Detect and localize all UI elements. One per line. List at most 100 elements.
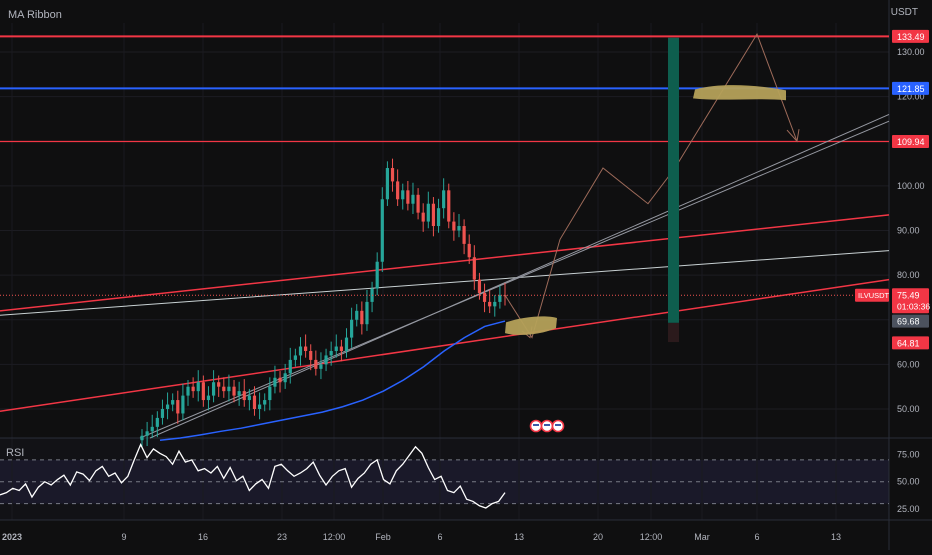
x-tick-label: 16 — [198, 532, 208, 542]
candle-body — [488, 301, 492, 307]
candle-body — [334, 346, 338, 351]
candle-body — [155, 417, 159, 427]
channel-line-a — [139, 120, 890, 439]
candle-body — [145, 431, 149, 436]
candle-body — [355, 310, 359, 320]
y-tick-label: 130.00 — [897, 47, 925, 57]
candle-body — [160, 408, 165, 418]
rsi-tick-label: 75.00 — [897, 449, 920, 459]
highlight-bar-tail — [668, 322, 679, 343]
x-tick-label: 2023 — [2, 532, 22, 542]
price-badge — [892, 336, 929, 350]
rsi-tick-label: 50.00 — [897, 477, 920, 487]
candle-body — [416, 194, 420, 213]
candle-body — [278, 377, 282, 383]
event-flag-icon-stripe — [544, 424, 550, 426]
candle-body — [309, 350, 313, 360]
candle-body — [421, 212, 425, 222]
forecast-arrowhead — [786, 129, 800, 143]
candle-body — [339, 346, 343, 351]
candle-body — [181, 395, 185, 414]
candle-body — [396, 181, 400, 200]
candle-body — [365, 301, 369, 325]
price-unit: USDT — [890, 7, 918, 18]
trend-line-upper — [0, 214, 890, 312]
price-badge — [892, 81, 929, 95]
candle-body — [232, 386, 236, 396]
candle-body — [401, 190, 405, 200]
indicator-title[interactable]: MA Ribbon — [8, 9, 62, 21]
candle-body — [442, 190, 446, 209]
symbol-badge-label: ILVUSDT — [858, 291, 890, 300]
price-badge — [892, 135, 929, 149]
candle-body — [447, 190, 451, 222]
rsi-tick-label: 25.00 — [897, 504, 920, 514]
highlight-bar — [668, 37, 679, 323]
candle-body — [304, 346, 308, 351]
candle-body — [360, 310, 364, 325]
x-tick-label: 13 — [831, 532, 841, 542]
x-tick-label: Mar — [694, 532, 710, 542]
x-tick-label: Feb — [375, 532, 391, 542]
x-tick-label: 12:00 — [640, 532, 663, 542]
candle-body — [324, 355, 328, 365]
candle-body — [385, 168, 390, 200]
price-badge-label: 133.49 — [897, 32, 925, 42]
candle-body — [431, 203, 436, 227]
candle-body — [472, 257, 476, 280]
candle-body — [467, 243, 471, 258]
candle-body — [329, 350, 333, 356]
y-tick-label: 60.00 — [897, 359, 920, 369]
candle-body — [217, 382, 221, 387]
candle-body — [462, 226, 466, 244]
last-price-label: 75.49 — [897, 291, 920, 301]
y-tick-label: 80.00 — [897, 270, 920, 280]
candle-body — [411, 194, 415, 204]
y-tick-label: 100.00 — [897, 181, 925, 191]
candle-body — [222, 386, 226, 392]
candle-body — [268, 386, 272, 401]
price-badge — [892, 314, 929, 328]
candle-body — [171, 400, 175, 405]
candle-body — [314, 359, 318, 369]
price-badge-label: 69.68 — [897, 317, 920, 327]
candle-body — [319, 364, 323, 369]
candle-body — [206, 395, 211, 401]
x-tick-label: 23 — [277, 532, 287, 542]
candle-body — [191, 386, 195, 392]
price-badge-label: 121.85 — [897, 84, 925, 94]
candle-body — [498, 295, 502, 302]
candle-body — [247, 395, 251, 401]
candle-body — [436, 208, 441, 227]
price-badge-label: 109.94 — [897, 137, 925, 147]
highlight-mark-top — [693, 85, 786, 101]
candle-body — [344, 337, 349, 351]
countdown-label: 01:03:36 — [897, 302, 930, 312]
candle-body — [252, 395, 257, 409]
candle-body — [288, 359, 292, 374]
candle-body — [150, 426, 154, 432]
highlight-mark-bottom — [505, 316, 557, 335]
candle-body — [293, 355, 297, 360]
candle-body — [406, 190, 410, 204]
candle-body — [380, 199, 384, 262]
x-tick-label: 12:00 — [323, 532, 346, 542]
x-tick-label: 13 — [514, 532, 524, 542]
rsi-title[interactable]: RSI — [6, 447, 25, 459]
candle-body — [457, 226, 461, 231]
candle-body — [211, 382, 216, 396]
candle-body — [452, 221, 456, 231]
y-tick-label: 120.00 — [897, 92, 925, 102]
symbol-badge — [855, 288, 889, 302]
candle-body — [176, 400, 180, 414]
moving-average-line — [159, 320, 506, 441]
candle-body — [242, 391, 246, 401]
candle-body — [375, 261, 379, 289]
candle-body — [263, 400, 267, 405]
candle-body — [237, 391, 241, 396]
y-tick-label: 90.00 — [897, 226, 920, 236]
candle-body — [477, 279, 482, 293]
price-badge — [892, 29, 929, 43]
